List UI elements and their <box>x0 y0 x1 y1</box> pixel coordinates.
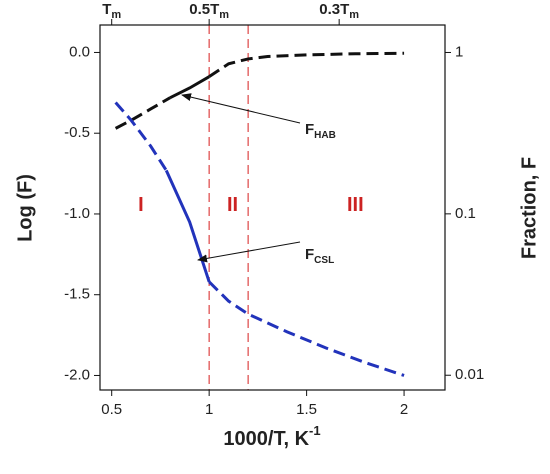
x-tick-label: 2 <box>400 401 408 418</box>
x-tick-label: 0.5 <box>101 401 122 418</box>
data-line <box>114 96 171 130</box>
region-label: III <box>347 194 364 216</box>
annotation-main: F <box>305 246 314 263</box>
x2-tick-label: Tm <box>102 1 121 21</box>
annotation-arrow <box>197 241 301 263</box>
annotation: FHAB <box>305 121 336 141</box>
y-tick-label: -2.0 <box>64 366 90 383</box>
y-axis-title: Log (F) <box>14 174 36 242</box>
x-tick-label: 1 <box>205 401 213 418</box>
y2-tick-label: 1 <box>455 43 463 60</box>
annotation-arrow <box>181 93 301 124</box>
y-tick-label: -1.5 <box>64 286 90 303</box>
y2-axis-title: Fraction, F <box>518 157 540 259</box>
x2-tick-label-sub: m <box>219 9 229 21</box>
x2-tick-label-sub: m <box>349 9 359 21</box>
y-tick-label: 0.0 <box>69 43 90 60</box>
y-tick-label: -1.0 <box>64 205 90 222</box>
annotation-main: F <box>305 121 314 138</box>
y2-tick-label: 0.01 <box>455 366 484 383</box>
annotation-sub: HAB <box>314 130 336 141</box>
x2-tick-label-main: 0.5T <box>189 1 219 18</box>
data-line <box>169 75 210 100</box>
x2-tick-label-main: 0.3T <box>319 1 349 18</box>
data-line <box>164 169 211 283</box>
y2-tick-label: 0.1 <box>455 205 476 222</box>
region-label: I <box>138 194 144 216</box>
data-line <box>114 101 168 172</box>
annotation-sub: CSL <box>314 255 334 266</box>
x2-tick-label-main: T <box>102 1 111 18</box>
x2-tick-label: 0.3Tm <box>319 1 359 21</box>
x2-tick-label-sub: m <box>111 9 121 21</box>
x2-tick-label: 0.5Tm <box>189 1 229 21</box>
plot-frame <box>99 24 446 391</box>
x-tick-label: 1.5 <box>296 401 317 418</box>
x-axis-title: 1000/T, K-1 <box>223 423 320 450</box>
annotation: FCSL <box>305 246 334 266</box>
data-line <box>208 280 405 377</box>
region-label: II <box>227 194 238 216</box>
data-line <box>208 51 405 78</box>
y-tick-label: -0.5 <box>64 124 90 141</box>
